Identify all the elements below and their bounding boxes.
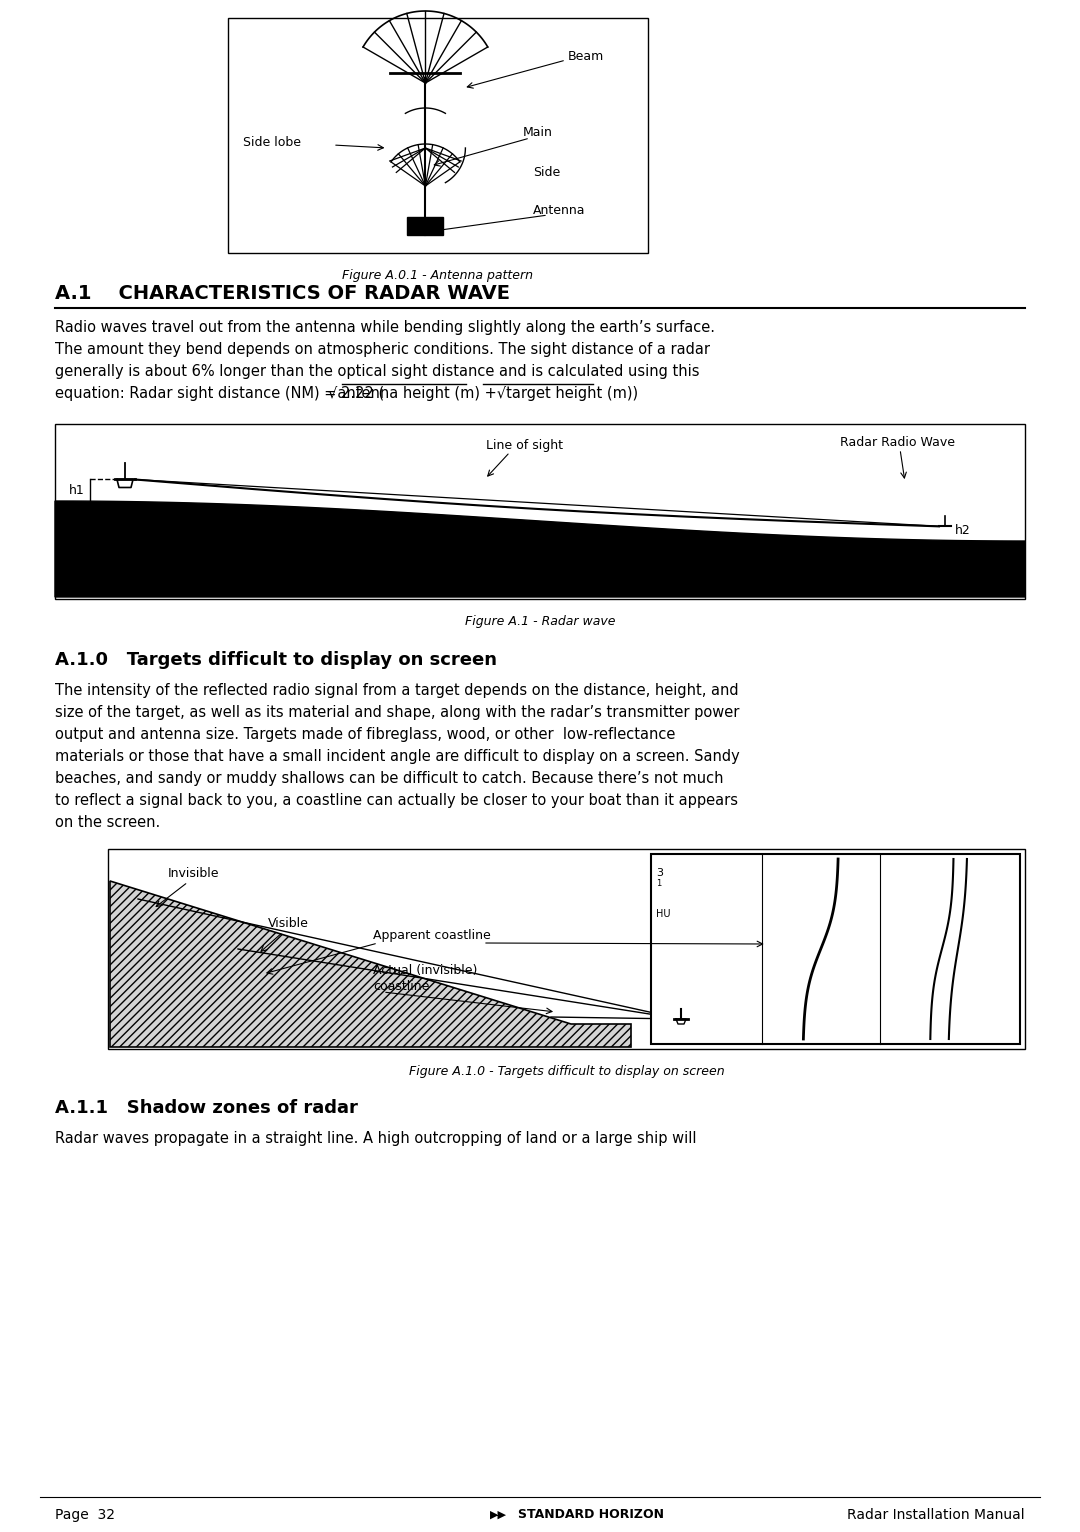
Text: to reflect a signal back to you, a coastline can actually be closer to your boat: to reflect a signal back to you, a coast… — [55, 794, 738, 807]
Text: A.1.1   Shadow zones of radar: A.1.1 Shadow zones of radar — [55, 1098, 357, 1117]
Text: HU: HU — [656, 908, 671, 919]
Text: Earth: Earth — [519, 536, 561, 550]
Text: Radar Installation Manual: Radar Installation Manual — [848, 1507, 1025, 1521]
Text: 1: 1 — [656, 879, 661, 889]
Text: Side lobe: Side lobe — [243, 136, 301, 150]
Polygon shape — [55, 501, 1025, 597]
Text: Side: Side — [534, 167, 561, 179]
Text: The intensity of the reflected radio signal from a target depends on the distanc: The intensity of the reflected radio sig… — [55, 683, 739, 699]
Text: Apparent coastline: Apparent coastline — [373, 928, 490, 942]
Polygon shape — [110, 881, 631, 1046]
Text: size of the target, as well as its material and shape, along with the radar’s tr: size of the target, as well as its mater… — [55, 705, 740, 720]
Text: h1: h1 — [69, 484, 85, 496]
Text: on the screen.: on the screen. — [55, 815, 160, 830]
Text: 3: 3 — [656, 869, 663, 878]
Text: Radio waves travel out from the antenna while bending slightly along the earth’s: Radio waves travel out from the antenna … — [55, 320, 715, 336]
Text: ▶▶: ▶▶ — [490, 1511, 507, 1520]
Text: Figure A.1.0 - Targets difficult to display on screen: Figure A.1.0 - Targets difficult to disp… — [408, 1065, 725, 1077]
Text: A.1    CHARACTERISTICS OF RADAR WAVE: A.1 CHARACTERISTICS OF RADAR WAVE — [55, 283, 510, 303]
Bar — [228, 18, 648, 253]
Text: materials or those that have a small incident angle are difficult to display on : materials or those that have a small inc… — [55, 749, 740, 764]
Text: Beam: Beam — [568, 49, 604, 63]
Text: coastline: coastline — [373, 980, 430, 993]
Text: Figure A.1 - Radar wave: Figure A.1 - Radar wave — [464, 614, 616, 628]
Text: h2: h2 — [955, 524, 971, 536]
Text: Page  32: Page 32 — [55, 1507, 114, 1521]
Text: STANDARD HORIZON: STANDARD HORIZON — [518, 1509, 664, 1521]
Text: √antenna height (m) +√target height (m)): √antenna height (m) +√target height (m)) — [328, 386, 638, 401]
Text: output and antenna size. Targets made of fibreglass, wood, or other  low-reflect: output and antenna size. Targets made of… — [55, 728, 675, 741]
Text: generally is about 6% longer than the optical sight distance and is calculated u: generally is about 6% longer than the op… — [55, 365, 700, 378]
Text: Radar Radio Wave: Radar Radio Wave — [840, 435, 955, 449]
Text: Line of sight: Line of sight — [486, 440, 564, 452]
Text: Main: Main — [523, 127, 553, 139]
Text: The amount they bend depends on atmospheric conditions. The sight distance of a : The amount they bend depends on atmosphe… — [55, 342, 710, 357]
Bar — [108, 849, 1025, 1049]
Text: Figure A.0.1 - Antenna pattern: Figure A.0.1 - Antenna pattern — [342, 268, 534, 282]
Text: equation: Radar sight distance (NM) = 2.22 (: equation: Radar sight distance (NM) = 2.… — [55, 386, 384, 401]
Text: beaches, and sandy or muddy shallows can be difficult to catch. Because there’s : beaches, and sandy or muddy shallows can… — [55, 771, 724, 786]
Text: A.1.0   Targets difficult to display on screen: A.1.0 Targets difficult to display on sc… — [55, 651, 497, 669]
Text: Actual (invisible): Actual (invisible) — [373, 964, 477, 977]
Bar — [407, 218, 444, 234]
Text: Invisible: Invisible — [168, 867, 219, 879]
Text: Visible: Visible — [268, 918, 309, 930]
Bar — [55, 424, 1025, 599]
Text: Radar waves propagate in a straight line. A high outcropping of land or a large : Radar waves propagate in a straight line… — [55, 1131, 697, 1146]
Bar — [651, 853, 1020, 1043]
Text: Antenna: Antenna — [534, 204, 585, 218]
